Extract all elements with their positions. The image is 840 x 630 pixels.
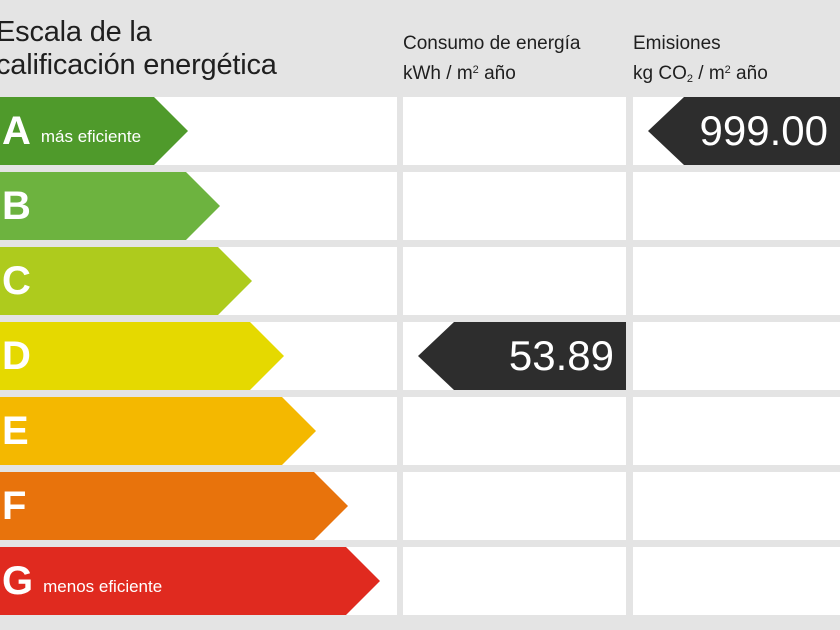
rating-letter: E [2, 408, 29, 453]
consumo-unit: kWh / m2 año [403, 63, 516, 84]
emisiones-cell-c [633, 247, 840, 315]
rating-letter: A [2, 108, 31, 153]
consumo-value: 53.89 [508, 332, 614, 379]
title-line-1: Escala de la [0, 16, 152, 48]
rating-band-d: D [0, 322, 284, 390]
page-title: Escala de la calificación energética [0, 16, 277, 82]
rating-band-c: C [0, 247, 252, 315]
rating-letter: C [2, 258, 31, 303]
consumo-cell-c [403, 247, 626, 315]
rating-band-shape [0, 322, 284, 390]
rating-band-shape [0, 247, 252, 315]
emisiones-indicator-shape [648, 97, 840, 165]
consumo-indicator-shape [418, 322, 626, 390]
emisiones-cell-e [633, 397, 840, 465]
rating-band-shape [0, 472, 348, 540]
emisiones-cell-g [633, 547, 840, 615]
consumo-indicator: 53.89 [418, 322, 626, 390]
emisiones-header: Emisiones kg CO2 / m2 año [633, 30, 768, 93]
rating-letter: F [2, 483, 27, 528]
title-line-2: calificación energética [0, 49, 277, 81]
consumo-cell-f [403, 472, 626, 540]
emisiones-title: Emisiones [633, 33, 721, 54]
rating-letter: D [2, 333, 31, 378]
consumo-header: Consumo de energía kWh / m2 año [403, 30, 580, 87]
rating-note: menos eficiente [43, 577, 163, 596]
consumo-cell-g [403, 547, 626, 615]
consumo-title: Consumo de energía [403, 33, 581, 54]
emisiones-cell-d [633, 322, 840, 390]
emisiones-indicator: 999.00 [648, 97, 840, 165]
rating-band-b: B [0, 172, 220, 240]
rating-band-shape [0, 547, 380, 615]
rating-band-shape [0, 397, 316, 465]
emisiones-cell-b [633, 172, 840, 240]
rating-letter: B [2, 183, 31, 228]
consumo-cell-a [403, 97, 626, 165]
consumo-cell-b [403, 172, 626, 240]
rating-band-shape [0, 97, 188, 165]
rating-band-f: F [0, 472, 348, 540]
emisiones-cell-f [633, 472, 840, 540]
rating-note: más eficiente [40, 127, 142, 146]
consumo-cell-e [403, 397, 626, 465]
emisiones-value: 999.00 [699, 107, 828, 154]
rating-band-shape [0, 172, 220, 240]
rating-letter: G [2, 558, 34, 603]
emisiones-unit: kg CO2 / m2 año [633, 63, 768, 85]
rating-band-e: E [0, 397, 316, 465]
